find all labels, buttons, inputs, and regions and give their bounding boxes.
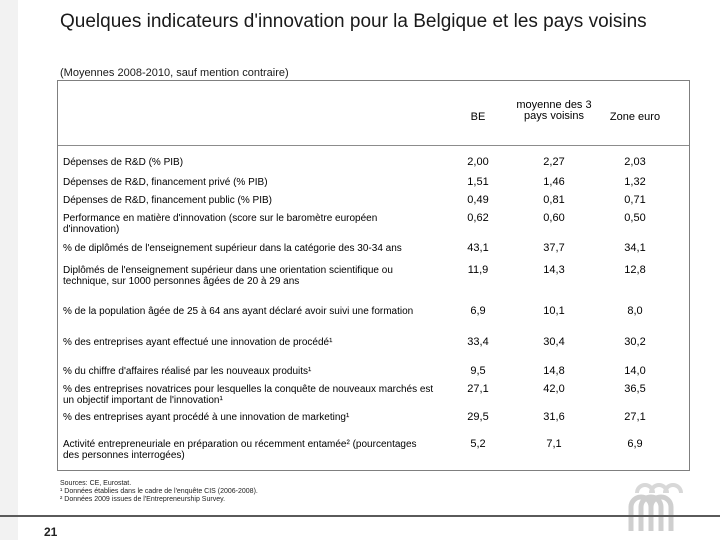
footer-divider (0, 515, 720, 517)
sources-notes: Sources: CE, Eurostat. ¹ Données établie… (60, 480, 258, 504)
row-label: Dépenses de R&D, financement public (% P… (63, 195, 272, 206)
cell-be: 1,51 (467, 176, 489, 188)
row-label: Diplômés de l'enseignement supérieur dan… (63, 265, 393, 287)
cell-be: 5,2 (470, 438, 486, 450)
cell-be: 0,62 (467, 212, 489, 224)
cell-neighbour-average: 14,3 (543, 264, 565, 276)
column-header-euro-zone: Zone euro (609, 111, 661, 123)
cell-euro-zone: 12,8 (624, 264, 646, 276)
column-header-neighbour-average: moyenne des 3 pays voisins (516, 99, 592, 122)
row-label: % des entreprises ayant procédé à une in… (63, 412, 350, 423)
header-divider (58, 145, 689, 146)
cell-neighbour-average: 42,0 (543, 383, 565, 395)
cell-neighbour-average: 1,46 (543, 176, 565, 188)
source-line: Sources: CE, Eurostat. (60, 480, 132, 487)
row-label: Dépenses de R&D (% PIB) (63, 157, 184, 168)
cell-euro-zone: 6,9 (627, 438, 643, 450)
row-label: Dépenses de R&D, financement privé (% PI… (63, 177, 268, 188)
cell-euro-zone: 27,1 (624, 411, 646, 423)
row-label: % des entreprises ayant effectué une inn… (63, 337, 333, 348)
cell-be: 33,4 (467, 336, 489, 348)
cell-be: 27,1 (467, 383, 489, 395)
cell-euro-zone: 8,0 (627, 305, 643, 317)
institution-logo-icon (628, 483, 683, 531)
row-label: Performance en matière d'innovation (sco… (63, 213, 378, 235)
table-frame (57, 80, 690, 471)
cell-neighbour-average: 10,1 (543, 305, 565, 317)
cell-be: 11,9 (467, 264, 489, 276)
cell-neighbour-average: 31,6 (543, 411, 565, 423)
cell-euro-zone: 34,1 (624, 242, 646, 254)
cell-be: 2,00 (467, 156, 489, 168)
footnote-2: ² Données 2009 issues de l'Entrepreneurs… (60, 496, 226, 503)
cell-be: 6,9 (470, 305, 486, 317)
cell-euro-zone: 36,5 (624, 383, 646, 395)
cell-neighbour-average: 0,81 (543, 194, 565, 206)
page-number: 21 (44, 525, 58, 539)
cell-be: 29,5 (467, 411, 489, 423)
cell-neighbour-average: 14,8 (543, 365, 565, 377)
cell-neighbour-average: 2,27 (543, 156, 565, 168)
row-label: % de diplômés de l'enseignement supérieu… (63, 243, 402, 254)
row-label: Activité entrepreneuriale en préparation… (63, 439, 417, 461)
cell-neighbour-average: 7,1 (546, 438, 562, 450)
cell-euro-zone: 14,0 (624, 365, 646, 377)
page-title: Quelques indicateurs d'innovation pour l… (60, 11, 647, 32)
cell-neighbour-average: 30,4 (543, 336, 565, 348)
row-label: % du chiffre d'affaires réalisé par les … (63, 366, 312, 377)
cell-euro-zone: 0,71 (624, 194, 646, 206)
cell-neighbour-average: 0,60 (543, 212, 565, 224)
cell-be: 0,49 (467, 194, 489, 206)
column-header-be: BE (470, 111, 486, 123)
left-margin-bar (0, 0, 18, 540)
cell-be: 43,1 (467, 242, 489, 254)
cell-euro-zone: 30,2 (624, 336, 646, 348)
cell-neighbour-average: 37,7 (543, 242, 565, 254)
cell-be: 9,5 (470, 365, 486, 377)
footnote-1: ¹ Données établies dans le cadre de l'en… (60, 488, 258, 495)
cell-euro-zone: 1,32 (624, 176, 646, 188)
row-label: % des entreprises novatrices pour lesque… (63, 384, 434, 406)
page-subtitle: (Moyennes 2008-2010, sauf mention contra… (60, 67, 289, 79)
cell-euro-zone: 0,50 (624, 212, 646, 224)
cell-euro-zone: 2,03 (624, 156, 646, 168)
row-label: % de la population âgée de 25 à 64 ans a… (63, 306, 414, 317)
